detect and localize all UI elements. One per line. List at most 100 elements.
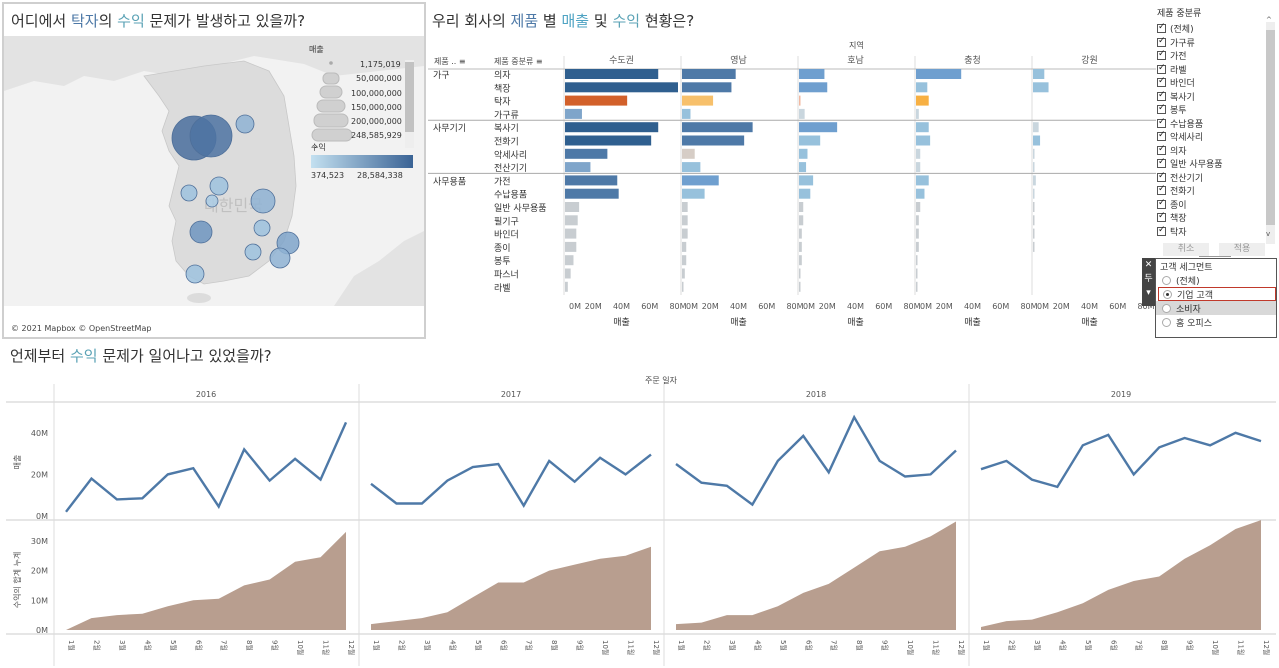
year-header[interactable]: 2018 (806, 390, 826, 399)
bar-충청[interactable] (916, 228, 919, 239)
region-bubble[interactable] (253, 219, 271, 237)
subcategory-label[interactable]: 가구류 (494, 110, 519, 121)
bar-수도권[interactable] (565, 228, 577, 239)
region-bubble[interactable] (205, 194, 219, 208)
filter-option[interactable]: 가전 (1157, 49, 1275, 63)
checkbox-checked-icon[interactable] (1157, 225, 1166, 236)
bar-충청[interactable] (916, 69, 962, 79)
year-header[interactable]: 2017 (501, 390, 521, 399)
bar-수도권[interactable] (565, 69, 659, 79)
subcategory-label[interactable]: 수납용품 (494, 190, 527, 201)
bar-강원[interactable] (1033, 122, 1039, 133)
bar-충청[interactable] (916, 188, 925, 199)
scroll-down-icon[interactable]: ⌄ (312, 141, 319, 150)
year-header[interactable]: 2016 (196, 390, 216, 399)
bar-수도권[interactable] (565, 135, 652, 146)
bar-강원[interactable] (1033, 69, 1045, 79)
bar-수도권[interactable] (565, 95, 628, 106)
bar-영남[interactable] (682, 241, 687, 252)
checkbox-checked-icon[interactable] (1157, 171, 1166, 182)
segment-option[interactable]: 기업 고객 (1158, 287, 1276, 301)
bar-수도권[interactable] (565, 108, 582, 119)
bar-충청[interactable] (916, 175, 929, 186)
filter-option[interactable]: 라벨 (1157, 63, 1275, 77)
bar-호남[interactable] (799, 122, 838, 133)
radio-icon[interactable] (1163, 289, 1172, 299)
checkbox-checked-icon[interactable] (1157, 211, 1166, 223)
bar-강원[interactable] (1033, 175, 1036, 186)
bar-영남[interactable] (682, 255, 687, 266)
bar-영남[interactable] (682, 82, 732, 93)
subcategory-label[interactable]: 책장 (494, 82, 511, 94)
subcategory-label[interactable]: 라벨 (494, 283, 511, 294)
bar-호남[interactable] (799, 162, 807, 173)
bar-영남[interactable] (682, 69, 736, 79)
bar-충청[interactable] (916, 268, 918, 279)
sales-line-2018[interactable] (675, 414, 957, 507)
bar-충청[interactable] (916, 108, 919, 119)
col-header-subcategory[interactable]: 제품 중분류 ≡ (494, 57, 543, 66)
bar-강원[interactable] (1033, 135, 1041, 146)
subcategory-label[interactable]: 봉투 (494, 256, 511, 267)
subcategory-label[interactable]: 복사기 (494, 123, 519, 134)
bar-충청[interactable] (916, 215, 919, 226)
filter-option[interactable]: 의자 (1157, 144, 1275, 158)
filter-option[interactable]: 악세사리 (1157, 130, 1275, 144)
profit-area-2018[interactable] (676, 521, 956, 631)
region-header-label[interactable]: 영남 (730, 55, 747, 66)
bar-호남[interactable] (799, 215, 804, 226)
subcategory-label[interactable]: 파스너 (494, 270, 519, 281)
bar-수도권[interactable] (565, 215, 578, 226)
bar-충청[interactable] (916, 281, 918, 292)
bar-강원[interactable] (1033, 188, 1035, 199)
bar-수도권[interactable] (565, 175, 618, 186)
subcategory-label[interactable]: 의자 (494, 70, 511, 81)
segment-side-toolbar[interactable]: ✕ 두 ▾ (1142, 258, 1155, 306)
year-header[interactable]: 2019 (1111, 390, 1131, 399)
apply-button[interactable]: 적용 (1219, 243, 1265, 256)
bar-강원[interactable] (1033, 148, 1035, 159)
checkbox-checked-icon[interactable] (1157, 117, 1166, 128)
bar-수도권[interactable] (565, 202, 580, 212)
checkbox-checked-icon[interactable] (1157, 144, 1166, 155)
bar-호남[interactable] (799, 175, 814, 186)
bar-영남[interactable] (682, 175, 719, 186)
dropdown-arrow-icon[interactable]: ▾ (1146, 288, 1151, 298)
filter-option[interactable]: 전화기 (1157, 184, 1275, 198)
map-panel[interactable]: 어디에서 탁자의 수익 문제가 발생하고 있을까? 대한민국 매출 1,175,… (2, 2, 426, 339)
region-bubble[interactable] (189, 220, 213, 244)
bar-충청[interactable] (916, 241, 919, 252)
radio-icon[interactable] (1162, 275, 1171, 285)
radio-icon[interactable] (1162, 303, 1171, 313)
filter-option[interactable]: 전산기기 (1157, 171, 1275, 185)
bar-수도권[interactable] (565, 82, 678, 93)
subcategory-label[interactable]: 전화기 (494, 137, 519, 148)
bar-호남[interactable] (799, 255, 802, 266)
bar-충청[interactable] (916, 135, 931, 146)
checkbox-checked-icon[interactable] (1157, 103, 1166, 115)
filter-scrollbar[interactable] (1266, 22, 1275, 244)
region-bubble[interactable] (235, 114, 255, 134)
bar-충청[interactable] (916, 148, 921, 159)
bar-충청[interactable] (916, 255, 918, 266)
bar-호남[interactable] (799, 202, 804, 212)
subcategory-label[interactable]: 바인더 (494, 230, 519, 241)
subcategory-label[interactable]: 필기구 (494, 215, 519, 227)
checkbox-checked-icon[interactable] (1157, 49, 1166, 61)
region-bubble[interactable] (250, 188, 276, 214)
radio-icon[interactable] (1162, 317, 1171, 327)
bar-수도권[interactable] (565, 148, 608, 159)
bar-수도권[interactable] (565, 122, 659, 133)
close-icon[interactable]: ✕ (1144, 260, 1153, 270)
sales-line-2019[interactable] (980, 431, 1262, 489)
region-bubble[interactable] (180, 184, 198, 202)
subcategory-filter[interactable]: 제품 중분류 (전체) 가구류가전라벨바인더복사기봉투수납용품악세사리의자일반 사… (1157, 6, 1275, 260)
bar-호남[interactable] (799, 281, 801, 292)
sales-line-2016[interactable] (65, 421, 348, 513)
filter-option[interactable]: 수납용품 (1157, 117, 1275, 131)
bar-충청[interactable] (916, 202, 921, 212)
bar-영남[interactable] (682, 162, 701, 173)
checkbox-checked-icon[interactable] (1157, 76, 1166, 88)
bar-호남[interactable] (799, 82, 828, 93)
